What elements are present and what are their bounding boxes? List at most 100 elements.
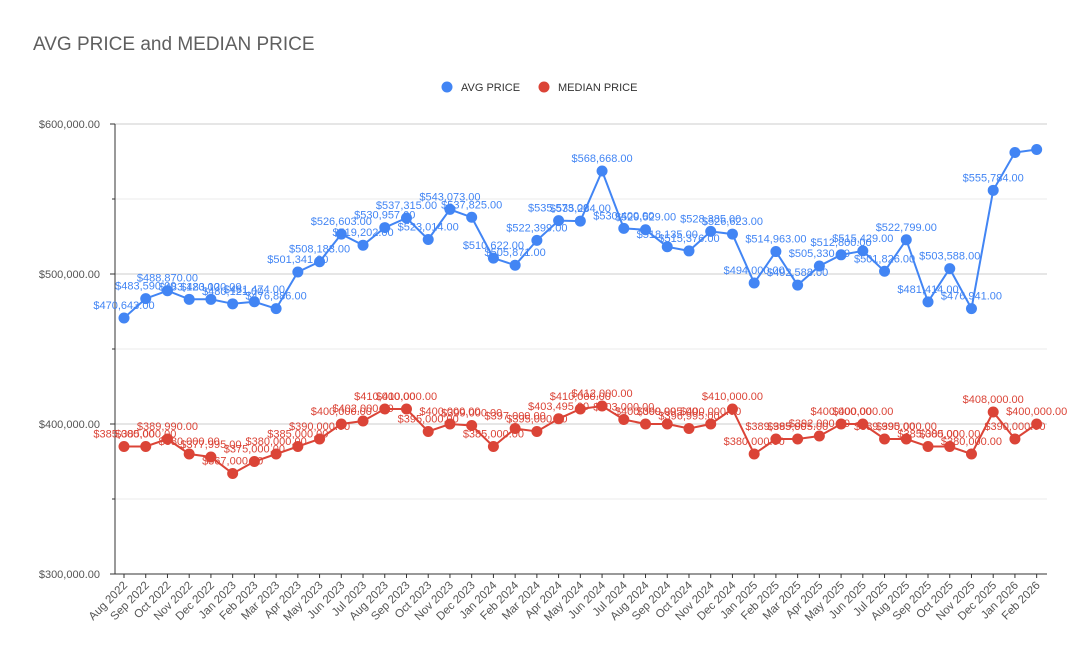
avg-price-data-label: $555,784.00 bbox=[963, 172, 1024, 184]
median-price-data-label: $400,000.00 bbox=[311, 406, 372, 418]
avg-price-point bbox=[314, 256, 326, 268]
median-price-point bbox=[553, 413, 565, 425]
avg-price-data-label: $522,799.00 bbox=[876, 222, 937, 234]
avg-price-point bbox=[227, 298, 239, 310]
avg-price-data-label: $530,957.00 bbox=[354, 210, 415, 222]
avg-price-point bbox=[922, 296, 934, 308]
median-price-data-label: $400,000.00 bbox=[419, 406, 480, 418]
median-price-data-label: $385,000.00 bbox=[897, 429, 958, 441]
avg-price-point bbox=[531, 234, 543, 246]
avg-price-data-label: $503,588.00 bbox=[919, 251, 980, 263]
median-price-data-label: $400,000.00 bbox=[811, 406, 872, 418]
median-price-data-label: $377,995.00 bbox=[180, 439, 241, 451]
avg-price-point bbox=[379, 222, 391, 234]
avg-price-point bbox=[879, 265, 891, 277]
avg-price-data-label: $481,414.00 bbox=[897, 284, 958, 296]
avg-price-data-label: $515,376.00 bbox=[658, 233, 719, 245]
median-price-data-label: $412,000.00 bbox=[571, 388, 632, 400]
avg-price-point bbox=[726, 228, 738, 240]
median-price-point bbox=[335, 418, 347, 430]
avg-price-point bbox=[857, 245, 869, 257]
median-price-point bbox=[466, 420, 478, 431]
median-price-point bbox=[683, 423, 695, 435]
avg-price-point bbox=[900, 234, 912, 246]
avg-price-data-label: $483,120.00 bbox=[180, 281, 241, 293]
avg-price-point bbox=[140, 293, 152, 305]
y-tick-label: $300,000.00 bbox=[39, 569, 100, 581]
median-price-data-label: $400,000.00 bbox=[680, 406, 741, 418]
avg-price-data-label: $501,826.00 bbox=[854, 253, 915, 265]
median-price-data-label: $395,000.00 bbox=[506, 414, 567, 426]
avg-price-point bbox=[618, 222, 630, 234]
avg-price-data-label: $483,590.00 bbox=[115, 281, 176, 293]
median-price-data-label: $385,000.00 bbox=[115, 429, 176, 441]
avg-price-data-label: $492,588.00 bbox=[767, 267, 828, 279]
avg-price-data-label: $568,668.00 bbox=[571, 153, 632, 165]
median-price-data-label: $403,495.00 bbox=[528, 401, 589, 413]
avg-price-data-label: $508,183.00 bbox=[289, 244, 350, 256]
median-price-data-label: $390,000.00 bbox=[876, 421, 937, 433]
avg-price-data-label: $522,399.00 bbox=[506, 222, 567, 234]
median-price-point bbox=[1009, 433, 1021, 445]
median-price-point bbox=[444, 418, 456, 430]
median-price-point bbox=[640, 418, 652, 430]
median-price-data-label: $389,990.00 bbox=[137, 421, 198, 433]
avg-price-data-label: $488,870.00 bbox=[137, 273, 198, 285]
avg-price-data-label: $526,603.00 bbox=[311, 216, 372, 228]
median-price-point bbox=[705, 418, 717, 430]
median-price-data-label: $375,000.00 bbox=[224, 444, 285, 456]
median-price-point bbox=[944, 441, 956, 452]
avg-price-point bbox=[487, 252, 499, 264]
median-price-point bbox=[574, 403, 586, 415]
avg-price-data-label: $526,623.00 bbox=[702, 216, 763, 228]
median-price-data-label: $402,000.00 bbox=[332, 403, 393, 415]
median-price-data-label: $390,000.00 bbox=[984, 421, 1045, 433]
median-price-point bbox=[922, 441, 934, 452]
avg-price-data-label: $480,121.00 bbox=[202, 286, 263, 298]
median-price-point bbox=[292, 441, 304, 452]
median-price-point bbox=[987, 406, 999, 418]
median-price-data-label: $397,000.00 bbox=[485, 411, 546, 423]
avg-price-point bbox=[161, 285, 173, 297]
median-price-point bbox=[661, 418, 673, 430]
median-price-point bbox=[835, 418, 847, 430]
median-price-data-label: $385,000.00 bbox=[463, 429, 524, 441]
median-price-data-label: $399,000.00 bbox=[441, 408, 502, 420]
avg-price-point bbox=[292, 266, 304, 278]
median-price-data-label: $396,995.00 bbox=[658, 411, 719, 423]
avg-price-point bbox=[987, 184, 999, 196]
median-price-data-label: $380,000.00 bbox=[724, 436, 785, 448]
avg-price-point bbox=[770, 246, 782, 258]
median-price-point bbox=[140, 441, 152, 452]
median-price-point bbox=[813, 430, 825, 442]
median-price-point bbox=[248, 456, 260, 467]
avg-price-data-label: $528,385.00 bbox=[680, 213, 741, 225]
avg-price-point bbox=[596, 165, 608, 177]
median-price-data-label: $400,000.00 bbox=[1006, 406, 1067, 418]
avg-price-data-label: $510,622.00 bbox=[463, 240, 524, 252]
median-price-point bbox=[227, 468, 239, 479]
avg-price-data-label: $494,000.00 bbox=[724, 265, 785, 277]
avg-price-point bbox=[1031, 144, 1043, 155]
avg-price-data-label: $515,429.00 bbox=[832, 233, 893, 245]
legend-marker bbox=[441, 81, 453, 93]
median-price-data-label: $367,000.00 bbox=[202, 456, 263, 468]
avg-price-data-label: $529,529.00 bbox=[615, 212, 676, 224]
median-price-data-label: $403,000.00 bbox=[593, 402, 654, 414]
chart-title: AVG PRICE and MEDIAN PRICE bbox=[33, 34, 315, 55]
median-price-data-label: $389,995.00 bbox=[854, 421, 915, 433]
avg-price-data-label: $505,871.00 bbox=[485, 247, 546, 259]
avg-price-point bbox=[553, 215, 565, 227]
avg-price-data-label: $530,400.00 bbox=[593, 210, 654, 222]
median-price-data-label: $410,000.00 bbox=[550, 391, 611, 403]
avg-price-data-label: $481,474.00 bbox=[224, 284, 285, 296]
y-tick-label: $400,000.00 bbox=[39, 419, 100, 431]
avg-price-data-label: $476,886.00 bbox=[246, 291, 307, 303]
legend-label: MEDIAN PRICE bbox=[558, 82, 637, 94]
median-price-data-label: $389,995.00 bbox=[745, 421, 806, 433]
y-tick-label: $500,000.00 bbox=[39, 269, 100, 281]
median-price-data-label: $408,000.00 bbox=[963, 394, 1024, 406]
median-price-data-label: $392,000.00 bbox=[789, 418, 850, 430]
avg-price-point bbox=[640, 224, 652, 236]
